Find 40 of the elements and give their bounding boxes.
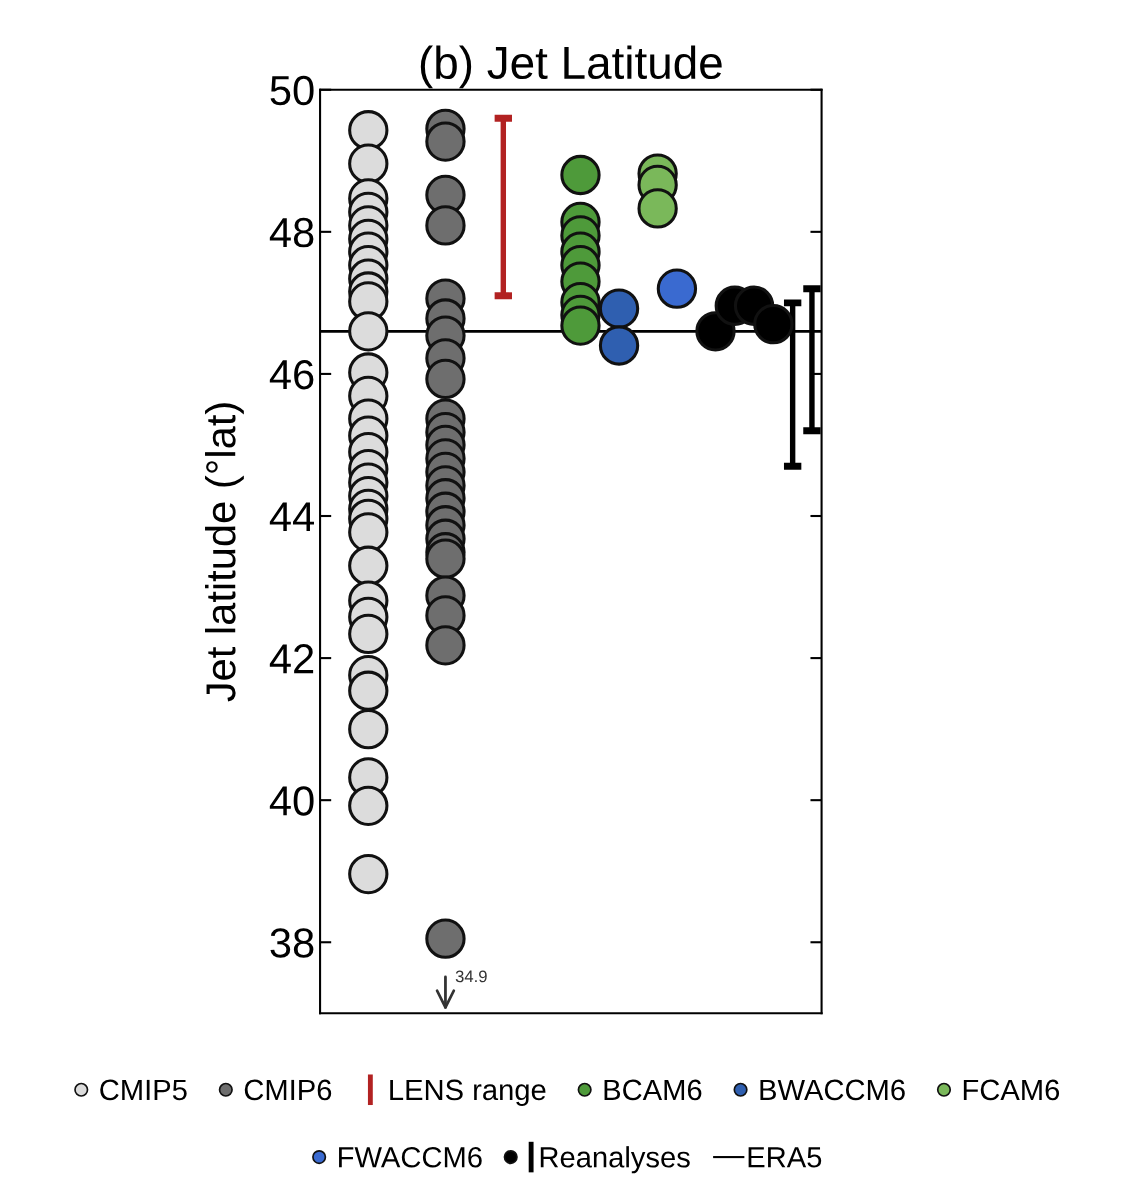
point — [348, 545, 389, 586]
legend-label: BCAM6 — [604, 1079, 702, 1101]
point — [348, 613, 389, 655]
point — [656, 268, 698, 309]
point — [348, 853, 389, 895]
point — [425, 358, 466, 400]
point — [560, 154, 601, 196]
legend-label: Reanalyses — [540, 1146, 690, 1174]
point — [425, 205, 466, 246]
point — [560, 305, 601, 346]
point — [348, 311, 389, 352]
point — [598, 325, 640, 366]
y-tick-label: 40 — [269, 786, 314, 816]
point — [348, 143, 389, 184]
annotation: 34.9 — [455, 970, 487, 983]
point — [637, 188, 678, 229]
point — [425, 918, 466, 959]
y-tick-label: 46 — [269, 359, 314, 390]
legend-label: BWACCM6 — [760, 1079, 905, 1101]
y-tick-label: 42 — [269, 644, 314, 674]
point — [425, 121, 466, 162]
legend-label: FWACCM6 — [339, 1146, 482, 1168]
y-tick-label: 44 — [269, 502, 314, 532]
y-tick-label: 50 — [270, 75, 314, 106]
point — [598, 288, 640, 329]
legend-label: ERA5 — [748, 1147, 822, 1168]
point — [425, 538, 466, 579]
point — [753, 304, 794, 345]
y-tick-label: 48 — [269, 217, 314, 248]
legend-label: CMIP6 — [244, 1079, 332, 1101]
legend-label: FCAM6 — [963, 1079, 1060, 1101]
legend-label: CMIP5 — [100, 1079, 187, 1101]
y-tick-label: 38 — [270, 928, 314, 958]
point — [348, 670, 389, 711]
y-axis-title: Jet latitude (°lat) — [205, 403, 244, 702]
chart-title: (b) Jet Latitude — [420, 45, 722, 89]
legend-label: LENS range — [390, 1079, 546, 1107]
point — [425, 625, 466, 666]
point — [348, 708, 389, 750]
point — [348, 785, 389, 827]
